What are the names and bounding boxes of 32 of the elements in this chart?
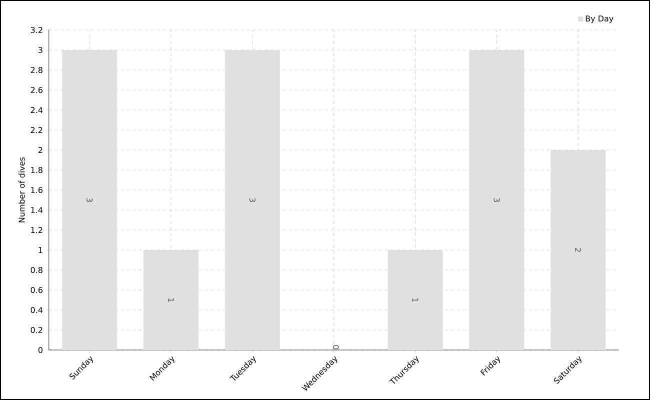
data-label: 2	[575, 248, 582, 252]
y-tick-label: 3.2	[30, 26, 42, 34]
y-tick-label: 2.4	[30, 107, 43, 113]
y-tick-label: 0	[38, 346, 42, 354]
y-tick-label: 3	[38, 46, 42, 54]
y-tick-label: 0.2	[30, 326, 42, 334]
data-label: 3	[86, 198, 93, 202]
y-tick-label: 0.8	[30, 266, 42, 274]
y-tick-label: 1.2	[31, 227, 42, 233]
y-tick-label: 2.2	[30, 127, 42, 133]
data-label: 1	[168, 298, 174, 302]
y-tick-label: 0.4	[30, 306, 43, 314]
bar	[62, 50, 118, 350]
y-tick-label: 2	[38, 147, 42, 153]
y-tick-label: 1.6	[31, 186, 42, 194]
y-tick-label: 1.8	[31, 166, 42, 174]
y-tick-label: 1	[38, 247, 42, 253]
y-axis-title: Number of dives	[18, 157, 25, 222]
data-label: 0	[332, 345, 339, 350]
y-tick-label: 1.4	[31, 207, 43, 213]
bar	[550, 150, 606, 350]
y-tick-label: 0.6	[30, 286, 42, 294]
legend-label: By Day	[586, 16, 614, 24]
data-label: 1	[412, 298, 418, 302]
data-label: 3	[494, 198, 500, 202]
y-tick-label: 2.6	[30, 86, 42, 94]
bar	[388, 250, 443, 350]
bar	[144, 250, 198, 350]
y-tick-label: 2.8	[30, 66, 42, 74]
bar	[469, 50, 524, 350]
bar	[224, 50, 280, 350]
data-label: 3	[249, 198, 256, 202]
